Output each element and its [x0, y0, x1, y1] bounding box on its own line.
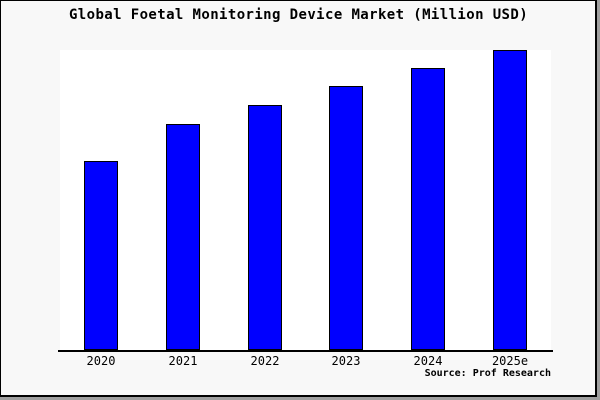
bar-2020	[84, 161, 118, 350]
x-tick-label: 2021	[168, 354, 198, 368]
bar-2021	[166, 124, 200, 350]
x-tick-label: 2023	[331, 354, 361, 368]
x-axis-labels: 2020 2021 2022 2023 2024 2025e	[60, 354, 551, 368]
bar-2022	[248, 105, 282, 350]
bar-2024	[411, 68, 445, 350]
x-tick-label: 2022	[250, 354, 280, 368]
bar-2023	[329, 86, 363, 350]
x-tick-label: 2020	[86, 354, 116, 368]
plot-area	[60, 50, 551, 350]
chart-title: Global Foetal Monitoring Device Market (…	[68, 7, 529, 23]
bar-2025e	[493, 50, 527, 350]
source-caption: Source: Prof Research	[424, 368, 551, 379]
x-tick-label: 2024	[413, 354, 443, 368]
x-tick-label: 2025e	[491, 354, 529, 368]
x-axis-line	[58, 350, 553, 352]
